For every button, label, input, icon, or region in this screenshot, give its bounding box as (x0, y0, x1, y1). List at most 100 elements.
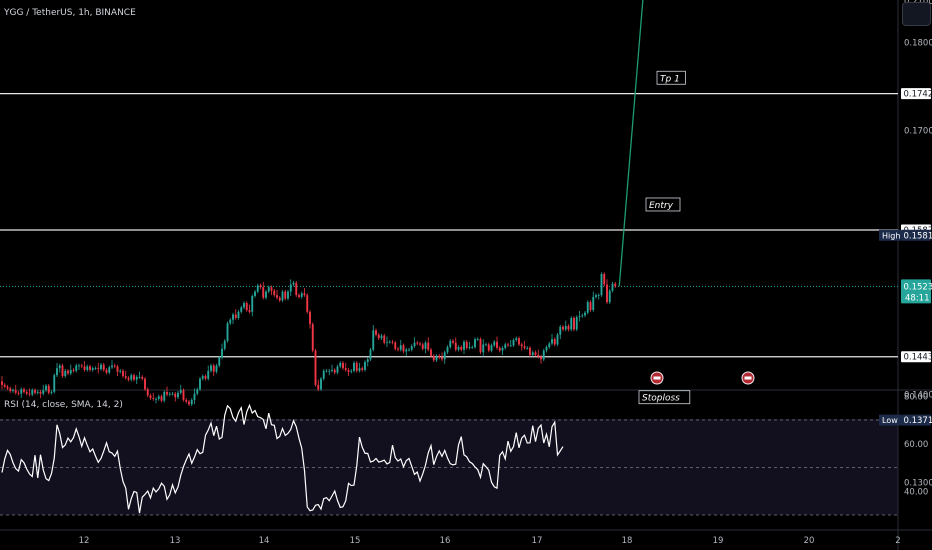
candle-body (212, 365, 215, 372)
candle-body (122, 370, 124, 377)
candle-body (592, 296, 595, 311)
candle-body (171, 393, 174, 395)
candle-body (474, 339, 476, 348)
candle-body (589, 302, 592, 311)
candle-body (498, 347, 501, 351)
candle-body (518, 338, 520, 345)
candle-body (394, 342, 397, 349)
candle-body (320, 378, 322, 390)
price-label-value: 0.1523 (904, 282, 932, 292)
candle-body (97, 368, 100, 370)
candle-body (240, 307, 243, 312)
price-tick-label: 0.1300 (904, 479, 932, 489)
candle-body (347, 369, 350, 372)
candle-body (9, 388, 12, 392)
rsi-tick-label: 40.00 (904, 487, 928, 497)
candle-body (567, 325, 570, 330)
candle-body (56, 368, 58, 376)
candle-body (47, 385, 50, 393)
candle-body (405, 349, 408, 352)
candle-body (6, 386, 9, 389)
candle-body (311, 324, 314, 351)
candle-body (124, 376, 127, 378)
candle-body (3, 384, 6, 387)
candle-body (361, 368, 364, 370)
candle-body (42, 390, 45, 394)
price-label-high: 0.1581 High (879, 229, 932, 241)
candle-body (460, 347, 463, 350)
candle-body (251, 296, 254, 312)
price-label-value: 0.1581 (904, 231, 932, 241)
candle-body (141, 376, 144, 379)
candle-body (399, 345, 402, 350)
candle-body (358, 368, 361, 371)
candle-body (262, 287, 265, 298)
candle-body (232, 314, 234, 320)
candle-body (364, 362, 366, 370)
candle-body (69, 369, 72, 374)
candle-body (303, 293, 306, 296)
candle-body (333, 369, 336, 373)
candle-body (504, 344, 507, 348)
candle-body (529, 347, 531, 355)
candle-body (207, 370, 210, 379)
candle-body (485, 344, 487, 346)
candle-body (102, 364, 105, 370)
candle-body (487, 344, 490, 351)
candle-body (135, 376, 138, 380)
candle-body (463, 341, 465, 350)
candle-body (64, 370, 67, 377)
candle-body (39, 391, 42, 394)
candle-body (196, 389, 199, 394)
candle-body (295, 282, 298, 296)
candle-body (259, 285, 262, 288)
candle-body (595, 295, 597, 297)
event-flag-icon (650, 371, 664, 385)
candle-body (166, 391, 168, 395)
candle-body (570, 318, 573, 330)
candle-body (89, 366, 91, 370)
price-label-level: 0.1742 (901, 88, 932, 100)
rsi-title: RSI (14, close, SMA, 14, 2) (4, 400, 123, 410)
candle-body (586, 302, 589, 313)
time-tick-label: 16 (440, 536, 451, 546)
candle-body (413, 342, 416, 347)
price-label-tag: High (882, 231, 900, 240)
rsi-tick-label: 80.00 (904, 392, 928, 402)
price-label-value: 0.1443 (904, 353, 932, 363)
candle-body (350, 370, 353, 372)
candle-body (185, 399, 188, 402)
candle-body (146, 389, 149, 396)
candle-body (496, 341, 498, 348)
candle-body (119, 370, 122, 372)
candle-body (306, 295, 309, 312)
candle-body (278, 297, 281, 301)
candle-body (507, 344, 509, 346)
candle-body (366, 359, 369, 362)
candle-body (152, 398, 155, 399)
annotation-entry: Entry (645, 197, 681, 212)
candle-body (534, 352, 537, 355)
candle-body (94, 368, 97, 369)
candle-body (314, 350, 317, 385)
candle-body (215, 365, 218, 372)
candle-body (322, 370, 325, 379)
candle-body (427, 342, 430, 350)
candle-body (402, 345, 405, 352)
candle-body (182, 390, 185, 400)
candle-body (245, 303, 248, 311)
time-tick-label: 12 (79, 536, 90, 546)
candle-body (457, 347, 460, 350)
candle-body (380, 335, 383, 339)
time-tick-label: 14 (259, 536, 270, 546)
chart-settings-button[interactable] (902, 2, 931, 26)
candle-body (28, 393, 31, 395)
candle-body (80, 365, 83, 367)
candle-body (479, 339, 482, 353)
candle-body (237, 311, 240, 318)
candle-body (397, 348, 399, 350)
annotation-label: Stoploss (642, 394, 680, 404)
candle-body (229, 319, 232, 324)
candle-body (287, 291, 289, 299)
